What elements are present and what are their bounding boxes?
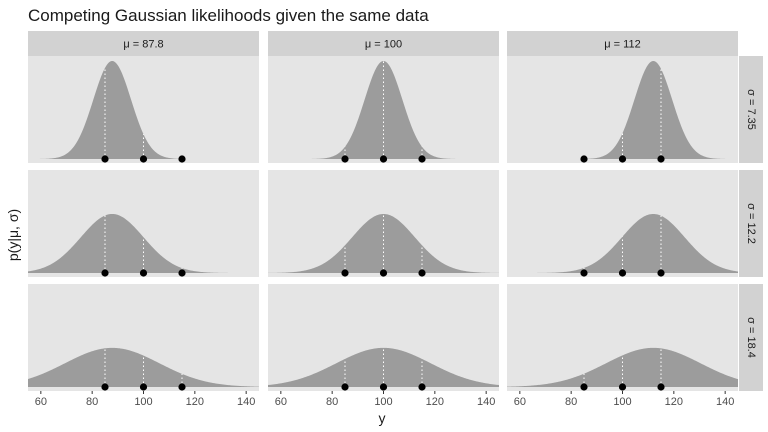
column-strip bbox=[507, 31, 738, 56]
x-tick-label: 140 bbox=[716, 396, 734, 408]
x-tick-label: 80 bbox=[326, 396, 338, 408]
facet-panel bbox=[28, 284, 259, 391]
density-area bbox=[268, 213, 499, 273]
column-strip-label: μ = 100 bbox=[365, 39, 402, 51]
data-point bbox=[618, 155, 627, 163]
data-point bbox=[418, 269, 426, 277]
x-tick-label: 120 bbox=[665, 396, 683, 408]
data-point bbox=[139, 383, 148, 391]
density-area bbox=[507, 213, 738, 273]
data-point bbox=[341, 383, 349, 391]
row-strip-label: σ = 18.4 bbox=[745, 317, 757, 358]
facet-panel bbox=[507, 284, 738, 391]
data-point bbox=[379, 155, 388, 163]
data-point bbox=[379, 383, 388, 391]
data-point bbox=[101, 383, 109, 391]
row-strip bbox=[739, 284, 763, 391]
x-tick-label: 100 bbox=[613, 396, 631, 408]
x-tick-label: 140 bbox=[237, 396, 255, 408]
column-strip bbox=[268, 31, 499, 56]
data-point bbox=[580, 383, 588, 391]
x-tick-label: 80 bbox=[86, 396, 98, 408]
facet-panel bbox=[507, 56, 738, 163]
column-strip-label: μ = 112 bbox=[604, 39, 640, 51]
density-area bbox=[507, 347, 738, 387]
row-strip-label: σ = 12.2 bbox=[745, 203, 757, 244]
facet-panel bbox=[268, 170, 499, 277]
data-point bbox=[178, 383, 186, 391]
facet-panel bbox=[268, 56, 499, 163]
data-point bbox=[580, 155, 588, 163]
data-point bbox=[139, 269, 148, 277]
density-area bbox=[28, 213, 259, 273]
data-point bbox=[657, 383, 665, 391]
chart-title: Competing Gaussian likelihoods given the… bbox=[28, 6, 429, 25]
row-strip-label: σ = 7.35 bbox=[745, 89, 757, 130]
density-area bbox=[507, 61, 738, 159]
data-point bbox=[341, 269, 349, 277]
data-point bbox=[178, 269, 186, 277]
data-point bbox=[657, 269, 665, 277]
y-axis-title: p(y|μ, σ) bbox=[5, 209, 21, 261]
x-tick-label: 60 bbox=[275, 396, 287, 408]
data-point bbox=[178, 155, 186, 163]
x-tick-label: 120 bbox=[186, 396, 204, 408]
data-point bbox=[101, 269, 109, 277]
data-point bbox=[657, 155, 665, 163]
data-point bbox=[101, 155, 109, 163]
data-point bbox=[618, 269, 627, 277]
data-point bbox=[418, 383, 426, 391]
density-area bbox=[28, 347, 259, 387]
data-point bbox=[580, 269, 588, 277]
column-strip-label: μ = 87.8 bbox=[123, 39, 163, 51]
density-area bbox=[28, 61, 259, 159]
x-tick-label: 60 bbox=[35, 396, 47, 408]
x-tick-label: 140 bbox=[477, 396, 495, 408]
x-tick-label: 100 bbox=[134, 396, 152, 408]
facet-panel bbox=[507, 170, 738, 277]
x-tick-label: 120 bbox=[426, 396, 444, 408]
panels-layer: μ = 87.8 μ = 100 μ = 112 σ = 7.35 σ = 12.2 σ … bbox=[28, 31, 763, 408]
data-point bbox=[139, 155, 148, 163]
x-tick-label: 60 bbox=[514, 396, 526, 408]
x-axis-title: y bbox=[379, 410, 386, 426]
data-point bbox=[379, 269, 388, 277]
column-strip bbox=[28, 31, 259, 56]
data-point bbox=[418, 155, 426, 163]
facet-panel bbox=[28, 170, 259, 277]
facet-panel bbox=[268, 284, 499, 391]
x-tick-label: 100 bbox=[374, 396, 392, 408]
row-strip bbox=[739, 170, 763, 277]
x-tick-label: 80 bbox=[565, 396, 577, 408]
data-point bbox=[341, 155, 349, 163]
row-strip bbox=[739, 56, 763, 163]
density-area bbox=[268, 347, 499, 387]
facet-panel bbox=[28, 56, 259, 163]
data-point bbox=[618, 383, 627, 391]
